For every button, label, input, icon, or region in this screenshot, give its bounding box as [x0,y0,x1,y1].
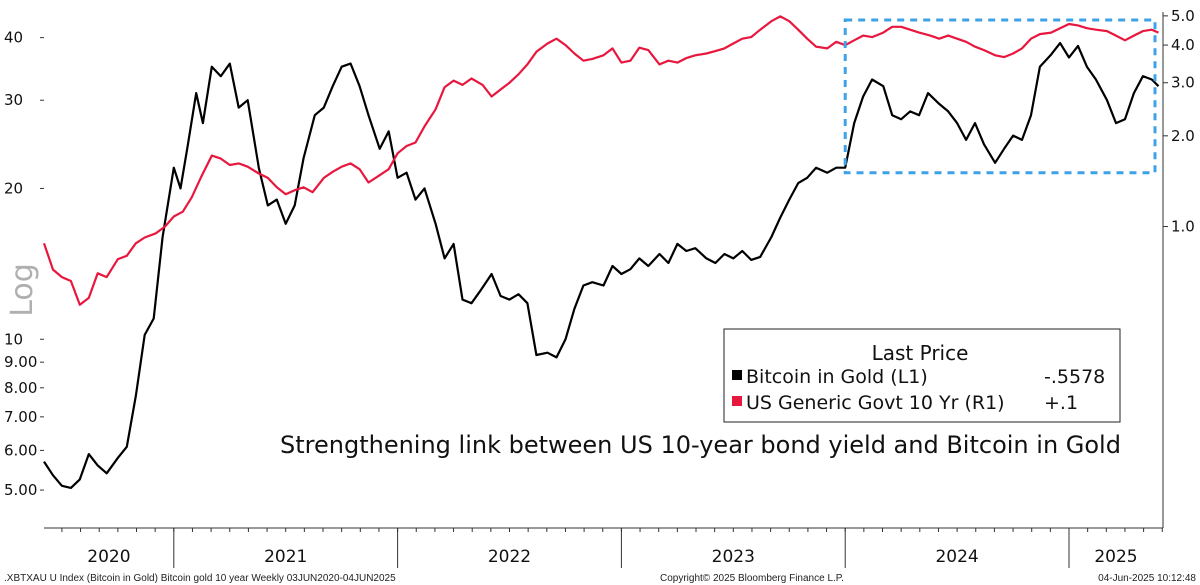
legend-title: Last Price [872,341,969,365]
left-tick-label: 20 [4,179,23,197]
legend-value-us10y: +.1 [1044,392,1078,414]
year-label: 2024 [935,547,978,567]
series-lines [42,15,1160,489]
left-tick-label: 30 [4,91,23,109]
right-tick-label: 1.0 [1171,218,1195,236]
highlight-rect [843,18,1157,175]
year-label: 2020 [87,547,130,567]
legend-swatch-us10y [732,396,742,406]
legend-swatch-bitcoin [732,370,742,380]
left-tick-label: 8.00 [4,379,37,397]
legend-box [723,328,1121,423]
right-tick-label: 5.0 [1171,7,1195,25]
right-tick-label: 2.0 [1171,127,1195,145]
left-tick-label: 40 [4,29,23,47]
left-tick-label: 10 [4,330,23,348]
year-label: 2021 [264,547,307,567]
year-label: 2022 [488,547,531,567]
legend-entry-us10y: US Generic Govt 10 Yr (R1) [746,392,1005,414]
series-line-us-10y-yield [42,15,1159,306]
left-tick-label: 5.00 [4,481,37,499]
left-tick-label: 6.00 [4,441,37,459]
right-tick-label: 3.0 [1171,74,1195,92]
right-tick-label: 4.0 [1171,36,1195,54]
footer-right: 04-Jun-2025 10:12:48 [1098,573,1196,584]
left-tick-label: 7.00 [4,408,37,426]
series-line-bitcoin-in-gold [43,42,1160,489]
legend-entry-bitcoin: Bitcoin in Gold (L1) [746,366,928,388]
axes: 40 30 20 10 9.00 8.00 7.00 6.00 5.00 5.0 4.0 3.0 2.0… [4,7,1195,568]
highlight-box [843,18,1157,175]
year-label: 2025 [1094,547,1137,567]
log-scale-label: Log [5,263,40,317]
footer-center: Copyright© 2025 Bloomberg Finance L.P. [660,573,844,584]
year-label: 2023 [712,547,755,567]
legend: Last Price Bitcoin in Gold (L1) -.5578 U… [723,328,1121,423]
legend-value-bitcoin: -.5578 [1044,366,1105,388]
footer-left: .XBTXAU U Index (Bitcoin in Gold) Bitcoi… [4,573,396,584]
left-tick-label: 9.00 [4,353,37,371]
chart-annotation: Strengthening link between US 10-year bo… [280,431,1121,459]
